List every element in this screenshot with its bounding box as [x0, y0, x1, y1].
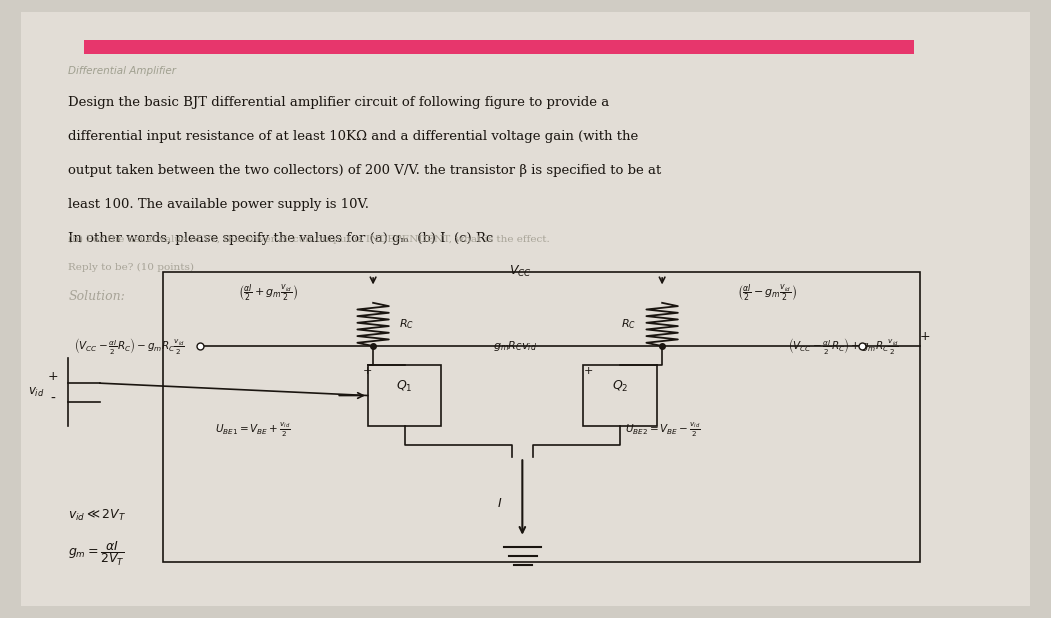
Bar [368, 365, 441, 426]
Text: differential input resistance of at least 10KΩ and a differential voltage gain (: differential input resistance of at leas… [68, 130, 639, 143]
Text: +: + [584, 366, 593, 376]
Text: +: + [364, 366, 372, 376]
Text: $g_m = \dfrac{\alpha I}{2V_T}$: $g_m = \dfrac{\alpha I}{2V_T}$ [68, 540, 125, 568]
Text: $U_{BE1}=V_{BE}+\frac{v_{id}}{2}$: $U_{BE1}=V_{BE}+\frac{v_{id}}{2}$ [215, 420, 291, 439]
Text: $Q_1$: $Q_1$ [396, 379, 413, 394]
Text: +: + [47, 370, 58, 383]
Text: $v_{id}$: $v_{id}$ [27, 386, 44, 399]
Text: $v_{id} \ll 2V_T$: $v_{id} \ll 2V_T$ [68, 508, 126, 523]
Text: $\left(V_{CC}-\frac{\alpha I}{2}R_C\right)-g_mR_C\frac{v_{id}}{2}$: $\left(V_{CC}-\frac{\alpha I}{2}R_C\righ… [74, 336, 185, 356]
Text: $R_C$: $R_C$ [621, 318, 636, 331]
Text: $Q_2$: $Q_2$ [612, 379, 628, 394]
Text: $V_{CC}$: $V_{CC}$ [509, 264, 532, 279]
Text: Design the basic BJT differential amplifier circuit of following figure to provi: Design the basic BJT differential amplif… [68, 96, 610, 109]
Bar [163, 272, 920, 562]
Text: Solution:: Solution: [68, 290, 125, 303]
Text: $I$: $I$ [496, 497, 502, 510]
Text: +: + [920, 330, 930, 343]
Text: In other words, please specify the values for (a) gₘ  (b) I  (c) Rᴄ: In other words, please specify the value… [68, 232, 494, 245]
Text: $g_mR_Cv_{id}$: $g_mR_Cv_{id}$ [493, 339, 537, 353]
Text: $\left(\frac{\alpha I}{2}+g_m\frac{v_{id}}{2}\right)$: $\left(\frac{\alpha I}{2}+g_m\frac{v_{id… [239, 283, 297, 304]
Text: least 100. The available power supply is 10V.: least 100. The available power supply is… [68, 198, 369, 211]
Text: -: - [50, 392, 55, 406]
Bar [583, 365, 657, 426]
Bar [84, 40, 914, 54]
Text: output taken between the two collectors) of 200 V/V. the transistor β is specifi: output taken between the two collectors)… [68, 164, 661, 177]
Text: $R_C$: $R_C$ [399, 318, 414, 331]
Text: $U_{BE2}=V_{BE}-\frac{v_{id}}{2}$: $U_{BE2}=V_{BE}-\frac{v_{id}}{2}$ [625, 420, 701, 439]
Text: $\left(\frac{\alpha I}{2}-g_m\frac{v_{id}}{2}\right)$: $\left(\frac{\alpha I}{2}-g_m\frac{v_{id… [738, 283, 797, 304]
Text: Differential Amplifier: Differential Amplifier [68, 66, 177, 76]
Text: $\left(V_{CC}-\frac{\alpha I}{2}R_C\right)+g_mR_C\frac{v_{id}}{2}$: $\left(V_{CC}-\frac{\alpha I}{2}R_C\righ… [788, 336, 900, 356]
Text: (b) For the usual value of Vᴛ, the driver circuit output is INDEPENDENT, what is: (b) For the usual value of Vᴛ, the drive… [68, 235, 550, 244]
Text: Reply to be? (10 points): Reply to be? (10 points) [68, 263, 194, 272]
